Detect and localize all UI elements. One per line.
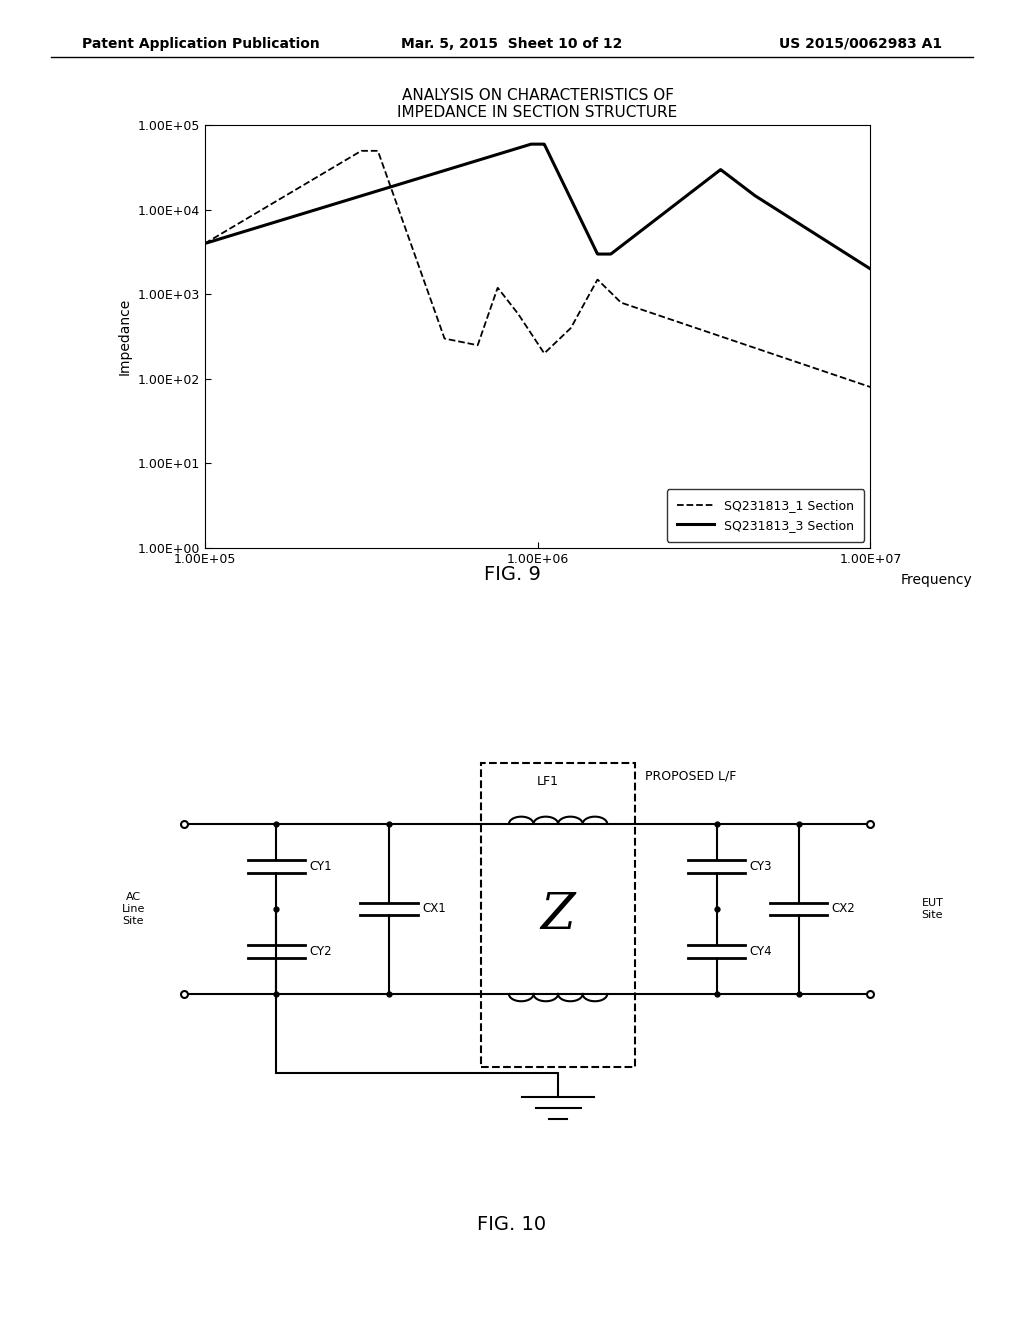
Title: ANALYSIS ON CHARACTERISTICS OF
IMPEDANCE IN SECTION STRUCTURE: ANALYSIS ON CHARACTERISTICS OF IMPEDANCE… bbox=[397, 87, 678, 120]
SQ231813_1 Section bbox=[199, 235, 211, 251]
Line: SQ231813_1 Section: SQ231813_1 Section bbox=[205, 150, 870, 387]
SQ231813_1 Section bbox=[505, 297, 517, 313]
Text: Mar. 5, 2015  Sheet 10 of 12: Mar. 5, 2015 Sheet 10 of 12 bbox=[401, 37, 623, 51]
Text: US 2015/0062983 A1: US 2015/0062983 A1 bbox=[779, 37, 942, 51]
Text: CX2: CX2 bbox=[831, 903, 855, 916]
Text: LF1: LF1 bbox=[537, 775, 559, 788]
SQ231813_3 Section bbox=[505, 143, 517, 158]
Y-axis label: Impedance: Impedance bbox=[118, 298, 132, 375]
Text: PROPOSED L/F: PROPOSED L/F bbox=[645, 770, 736, 783]
SQ231813_3 Section bbox=[522, 137, 535, 153]
SQ231813_1 Section bbox=[845, 372, 857, 388]
SQ231813_3 Section bbox=[525, 136, 538, 152]
Line: SQ231813_3 Section: SQ231813_3 Section bbox=[205, 144, 870, 269]
Text: CY4: CY4 bbox=[750, 945, 772, 958]
Text: FIG. 9: FIG. 9 bbox=[483, 565, 541, 583]
SQ231813_3 Section bbox=[232, 226, 245, 242]
X-axis label: Frequency: Frequency bbox=[901, 573, 973, 587]
SQ231813_3 Section bbox=[864, 261, 877, 277]
Text: AC
Line
Site: AC Line Site bbox=[122, 892, 144, 925]
SQ231813_1 Section bbox=[232, 215, 245, 231]
Text: CY2: CY2 bbox=[309, 945, 332, 958]
SQ231813_3 Section bbox=[845, 248, 857, 264]
SQ231813_3 Section bbox=[845, 249, 857, 265]
SQ231813_1 Section bbox=[845, 372, 857, 388]
SQ231813_1 Section bbox=[522, 322, 535, 338]
Text: EUT
Site: EUT Site bbox=[922, 898, 943, 920]
SQ231813_3 Section bbox=[199, 235, 211, 251]
SQ231813_1 Section bbox=[355, 143, 368, 158]
Bar bbox=[481, 763, 635, 1067]
SQ231813_1 Section bbox=[723, 331, 735, 347]
SQ231813_3 Section bbox=[723, 168, 735, 183]
Text: CX1: CX1 bbox=[422, 903, 445, 916]
Legend: SQ231813_1 Section, SQ231813_3 Section: SQ231813_1 Section, SQ231813_3 Section bbox=[667, 490, 864, 541]
Text: Patent Application Publication: Patent Application Publication bbox=[82, 37, 319, 51]
Text: FIG. 10: FIG. 10 bbox=[477, 1216, 547, 1234]
Text: Z: Z bbox=[541, 890, 575, 940]
Text: CY1: CY1 bbox=[309, 859, 332, 873]
Text: CY3: CY3 bbox=[750, 859, 772, 873]
SQ231813_1 Section bbox=[864, 379, 877, 395]
